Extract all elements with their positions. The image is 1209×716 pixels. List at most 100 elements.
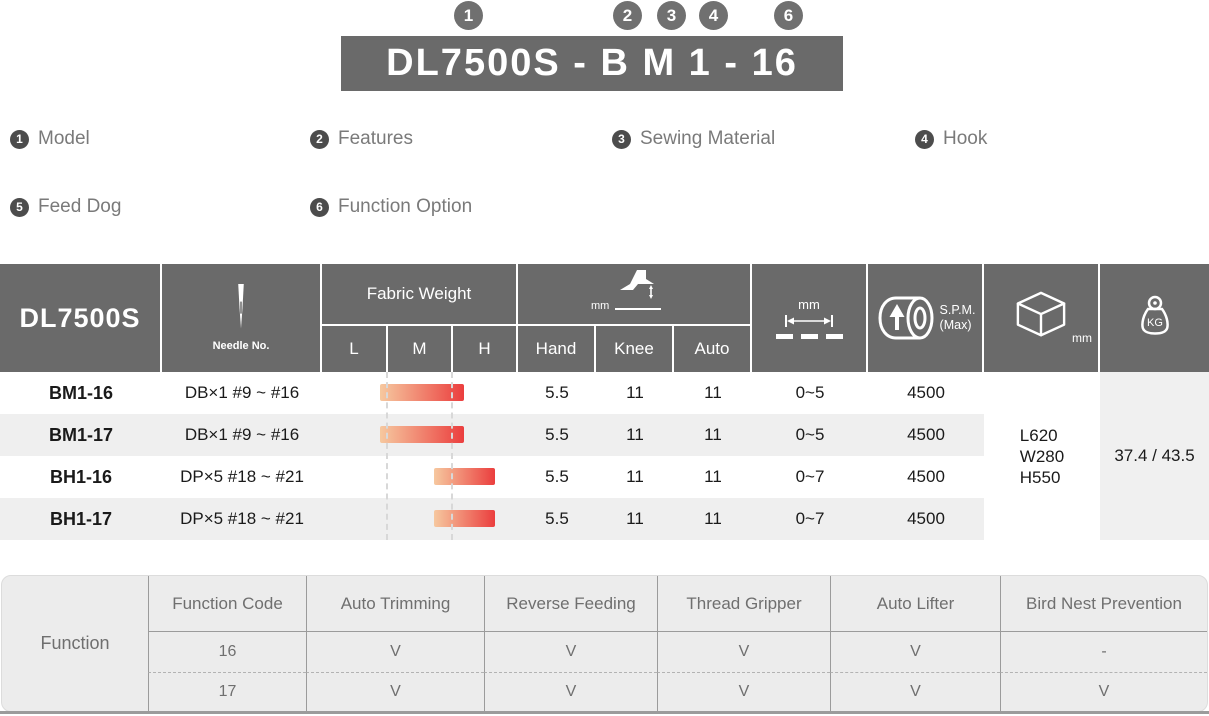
presser-lift-auto-value: 11 [704,467,722,486]
dimension-line: H550 [1019,467,1061,487]
needle-spec: DP×5 #18 ~ #21 [180,467,304,486]
fabric-boundary-dash-lm [386,372,388,540]
stitch-length-header-cell: mm [752,264,866,372]
step-marker: 6 [774,1,803,30]
fabric-weight-bar [434,468,495,485]
legend-label: Function Option [338,196,473,217]
presser-lift-hand-value: 5.5 [545,467,569,486]
brand-logo-text: DL7500S [19,302,141,333]
weight-kg-icon: KG [1140,295,1169,335]
weight-unit: KG [1147,317,1163,329]
spec-table-rows: BM1-16 DB×1 #9 ~ #16 5.5 11 11 0~5 4500 … [0,372,984,540]
spm-value: 4500 [907,509,945,528]
fabric-weight-bar [434,510,495,527]
fabric-weight-range-cell [322,456,518,498]
weight-value: 37.4 / 43.5 [1114,446,1195,465]
legend-item: 6 Function Option [310,196,472,218]
spec-table-header: DL7500S Needle No. Fabric Weight L M H [0,264,1209,372]
needle-icon [238,284,244,329]
presser-sub-knee: Knee [596,326,672,372]
function-column-header: Auto Trimming [306,576,484,632]
fabric-sub-heavy: H [453,326,516,372]
function-value-cell: V [657,673,830,711]
speed-pulley-icon [878,296,934,340]
function-table-grid: Function Code Auto Trimming Reverse Feedin… [148,576,1207,711]
legend-label: Hook [943,128,988,149]
presser-lift-auto-value: 11 [704,509,722,528]
fabric-sub-medium: M [388,326,451,372]
brand-header-cell: DL7500S [0,264,160,372]
fabric-boundary-dash-mh [451,372,453,540]
dimensions-unit: mm [1072,330,1092,345]
legend-label: Feed Dog [38,196,122,217]
spec-table-row: BM1-16 DB×1 #9 ~ #16 5.5 11 11 0~5 4500 [0,372,984,414]
presser-lift-knee-value: 11 [626,383,644,402]
bottom-divider [0,711,1209,714]
stitch-length-icon: mm [775,297,843,339]
fabric-weight-header-group: Fabric Weight L M H [322,264,516,372]
presser-sub-hand: Hand [518,326,594,372]
legend-label: Features [338,128,413,149]
function-value-cell: 16 [148,632,306,673]
step-marker: 1 [454,1,483,30]
function-value-cell: V [484,632,657,673]
presser-lift-header-group: mm Hand Knee Auto [518,264,750,372]
function-value-cell: V [1000,673,1207,711]
dimensions-value-cell: L620 W280 H550 [984,372,1100,540]
presser-lift-hand-value: 5.5 [545,383,569,402]
model-name: BH1-16 [49,466,113,487]
presser-lift-knee-value: 11 [626,425,644,444]
presser-lift-hand-value: 5.5 [545,425,569,444]
presser-lift-auto-value: 11 [704,425,722,444]
legend-item: 4 Hook [915,128,987,150]
presser-lift-unit: mm [591,300,610,312]
fabric-weight-bar [380,426,464,443]
function-value-cell: V [830,632,1000,673]
fabric-weight-bar [380,384,464,401]
legend-label: Sewing Material [640,128,776,149]
legend-item: 1 Model [10,128,90,150]
stitch-length-value: 0~7 [795,509,825,528]
needle-spec: DB×1 #9 ~ #16 [184,383,300,402]
fabric-weight-range-cell [322,414,518,456]
fabric-weight-range-cell [322,372,518,414]
stitch-length-value: 0~5 [795,425,825,444]
step-marker: 2 [613,1,642,30]
needle-spec: DB×1 #9 ~ #16 [184,425,300,444]
weight-value-cell: 37.4 / 43.5 [1100,372,1209,540]
fabric-weight-header-label: Fabric Weight [322,264,516,324]
needle-header-label: Needle No. [212,340,270,352]
spm-label: S.P.M. [939,303,976,317]
spm-header-cell: S.P.M. (Max) [868,264,982,372]
dimensions-header-cell: mm [984,264,1098,372]
stitch-length-unit: mm [798,297,820,312]
presser-foot-lift-icon: mm [591,270,677,318]
stitch-length-value: 0~7 [795,467,825,486]
spec-table-row: BM1-17 DB×1 #9 ~ #16 5.5 11 11 0~5 4500 [0,414,984,456]
function-column-header: Function Code [148,576,306,632]
function-table: Function Function Code Auto Trimming Rever… [1,575,1208,712]
spm-value: 4500 [907,467,945,486]
presser-lift-auto-value: 11 [704,383,722,402]
weight-header-cell: KG [1100,264,1209,372]
model-name: BM1-17 [48,424,114,445]
function-column-header: Thread Gripper [657,576,830,632]
function-value-cell: V [306,632,484,673]
dimension-line: W280 [1019,446,1065,466]
function-value-cell: V [657,632,830,673]
legend-item: 2 Features [310,128,413,150]
function-column-header: Reverse Feeding [484,576,657,632]
legend-item: 5 Feed Dog [10,196,121,218]
function-value-cell: 17 [148,673,306,711]
legend-item: 3 Sewing Material [612,128,775,150]
presser-lift-knee-value: 11 [626,467,644,486]
spm-value: 4500 [907,425,945,444]
fabric-weight-range-cell [322,498,518,540]
step-marker: 4 [699,1,728,30]
function-value-cell: V [830,673,1000,711]
spm-sublabel: (Max) [939,318,972,332]
legend-label: Model [38,128,90,149]
function-value-cell: - [1000,632,1207,673]
step-marker: 3 [657,1,686,30]
stitch-length-value: 0~5 [795,383,825,402]
